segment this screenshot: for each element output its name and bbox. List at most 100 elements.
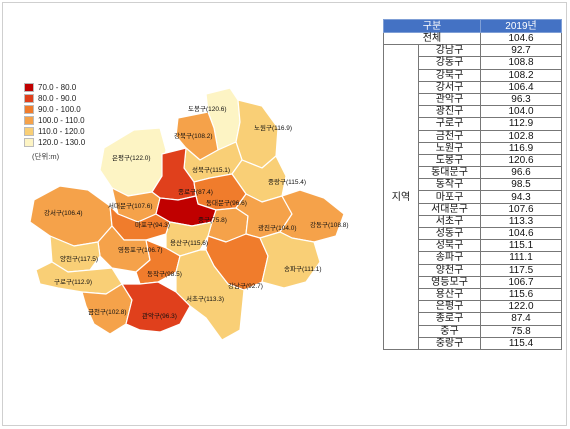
district-value: 87.4 [480, 312, 562, 326]
district-value: 113.3 [480, 214, 562, 229]
district-songpa [259, 231, 321, 289]
total-value: 104.6 [480, 31, 562, 46]
district-value: 106.7 [480, 275, 562, 289]
district-value: 98.5 [480, 178, 562, 192]
district-value: 111.1 [480, 251, 562, 265]
district-name: 강북구 [418, 68, 481, 82]
table-row: 동대문구 96.6 [384, 166, 562, 180]
legend-item: 120.0 - 130.0 [24, 137, 85, 148]
district-name: 강서구 [418, 80, 481, 94]
district-value: 117.5 [480, 263, 562, 277]
district-value: 96.3 [480, 92, 562, 107]
table-row: 서대문구 107.6 [384, 202, 562, 216]
map-label-gwangjin: 광진구(104.0) [258, 225, 297, 232]
map-label-yeongdeungpo: 영등포구(106.7) [118, 247, 163, 254]
map-label-jungnang: 중랑구(115.4) [268, 179, 307, 186]
legend-item: 90.0 - 100.0 [24, 104, 85, 115]
seoul-district-map: 도봉구(120.6) 노원구(116.9) 강북구(108.2) 은평구(122… [29, 87, 349, 341]
region-label: 지역 [383, 44, 419, 350]
legend-label: 100.0 - 110.0 [38, 116, 85, 125]
header-year: 2019년 [480, 19, 562, 33]
district-name: 노원구 [418, 141, 481, 155]
district-value: 112.9 [480, 117, 562, 131]
district-value: 102.8 [480, 129, 562, 143]
district-name: 동작구 [418, 178, 481, 192]
table-header-row: 구분 2019년 [383, 19, 562, 33]
district-data-table: 구분 2019년 전체 104.6 지역 강남구 92.7 강동구 108.8 강… [383, 19, 562, 350]
legend-item: 70.0 - 80.0 [24, 82, 85, 93]
district-gangdong [279, 189, 345, 243]
map-label-songpa: 송파구(111.1) [284, 266, 322, 273]
district-name: 송파구 [418, 251, 481, 265]
map-label-jung: 중구(75.8) [198, 217, 227, 224]
map-label-yongsan: 용산구(115.6) [170, 240, 209, 247]
map-label-eunpyeong: 은평구(122.0) [112, 155, 151, 162]
district-value: 75.8 [480, 324, 562, 338]
district-name: 양천구 [418, 263, 481, 277]
district-value: 94.3 [480, 190, 562, 204]
header-category: 구분 [383, 19, 481, 33]
district-name: 용산구 [418, 287, 481, 302]
table-row: 강서구 106.4 [384, 80, 562, 94]
district-shapes [29, 87, 345, 341]
legend-item: 100.0 - 110.0 [24, 115, 85, 126]
map-label-gangnam: 강남구(92.7) [228, 283, 263, 290]
map-label-geumcheon: 금천구(102.8) [88, 309, 127, 316]
legend-label: 120.0 - 130.0 [38, 138, 86, 147]
legend-swatch [24, 116, 34, 125]
district-name: 영등모구 [418, 275, 481, 289]
map-label-mapo: 마포구(94.3) [135, 222, 170, 229]
map-label-seocho: 서초구(113.3) [186, 296, 225, 303]
district-nowon [235, 99, 279, 169]
district-value: 122.0 [480, 300, 562, 314]
district-value: 106.4 [480, 80, 562, 94]
table-row: 서초구 113.3 [384, 214, 562, 229]
district-name: 서초구 [418, 214, 481, 229]
map-label-jongno: 종로구(87.4) [178, 189, 213, 196]
district-name: 강동구 [418, 56, 481, 70]
legend-label: 110.0 - 120.0 [38, 127, 85, 136]
district-value: 115.4 [480, 336, 562, 350]
district-name: 성북구 [418, 239, 481, 253]
map-label-seodaemun: 서대문구(107.6) [108, 203, 153, 210]
district-name: 구로구 [418, 117, 481, 131]
district-value: 120.6 [480, 153, 562, 168]
district-name: 중랑구 [418, 336, 481, 350]
legend-item: 80.0 - 90.0 [24, 93, 85, 104]
district-value: 116.9 [480, 141, 562, 155]
district-name: 도봉구 [418, 153, 481, 168]
unit-label: (단위:m) [32, 152, 60, 161]
map-label-yangcheon: 양천구(117.5) [60, 256, 99, 263]
district-name: 동대문구 [418, 166, 481, 180]
map-label-seongbuk: 성북구(115.1) [192, 167, 231, 174]
legend-label: 80.0 - 90.0 [38, 94, 77, 103]
district-value: 108.2 [480, 68, 562, 82]
district-value: 96.6 [480, 166, 562, 180]
district-name: 서대문구 [418, 202, 481, 216]
district-name: 광진구 [418, 105, 481, 119]
map-label-dongjak: 동작구(98.5) [147, 271, 182, 278]
map-label-gwanak: 관악구(96.3) [142, 313, 177, 320]
district-name: 관악구 [418, 92, 481, 107]
district-name: 강남구 [418, 44, 481, 58]
map-legend: 70.0 - 80.0 80.0 - 90.0 90.0 - 100.0 100… [24, 82, 85, 148]
map-label-dongdaemun: 동대문구(96.6) [206, 200, 247, 207]
legend-swatch [24, 94, 34, 103]
map-label-guro: 구로구(112.9) [54, 279, 93, 286]
map-label-gangbuk: 강북구(108.2) [174, 133, 213, 140]
table-row: 강동구 108.8 [384, 56, 562, 70]
district-name: 중구 [418, 324, 481, 338]
table-row: 중랑구 115.4 [384, 336, 562, 350]
district-name: 마포구 [418, 190, 481, 204]
map-label-gangdong: 강동구(108.8) [310, 222, 349, 229]
legend-swatch [24, 105, 34, 114]
table-row: 구로구 112.9 [384, 117, 562, 131]
legend-swatch [24, 127, 34, 136]
district-value: 92.7 [480, 44, 562, 58]
district-value: 104.0 [480, 105, 562, 119]
legend-label: 70.0 - 80.0 [38, 83, 77, 92]
legend-swatch [24, 83, 34, 92]
legend-label: 90.0 - 100.0 [38, 105, 81, 114]
image-frame [2, 2, 567, 426]
district-value: 115.6 [480, 287, 562, 302]
